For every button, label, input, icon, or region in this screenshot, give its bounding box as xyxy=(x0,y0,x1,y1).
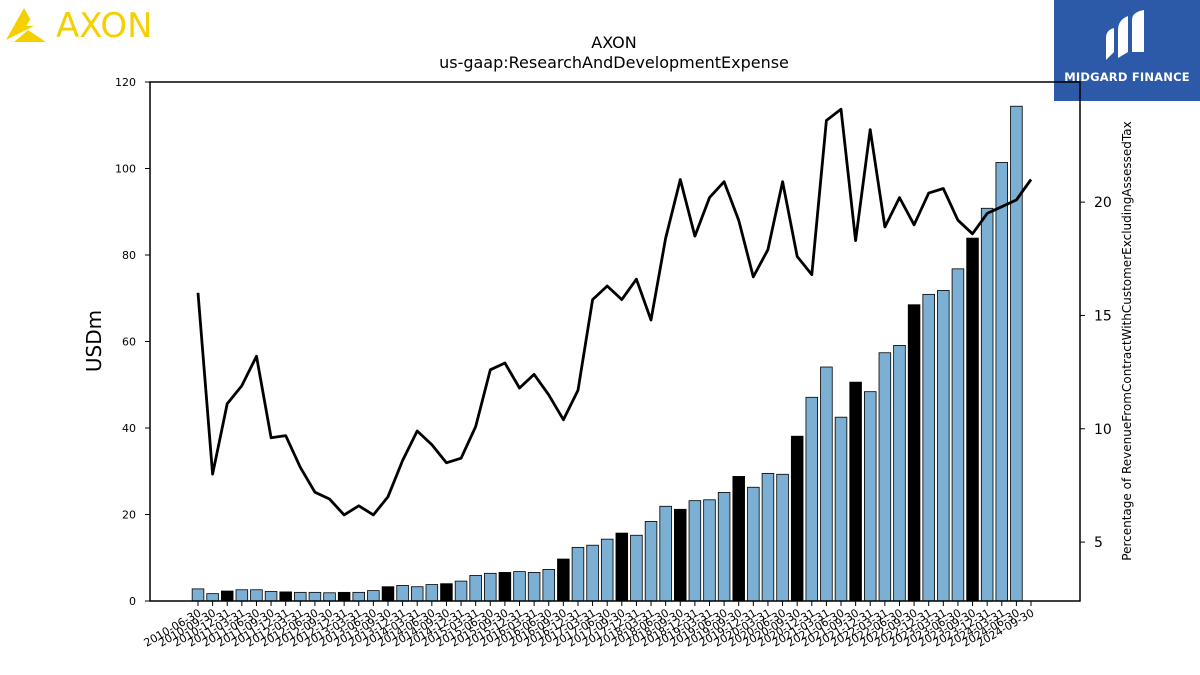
y-axis-label: USDm xyxy=(82,310,106,372)
bar xyxy=(659,505,672,602)
bar xyxy=(732,476,745,602)
bar xyxy=(600,538,614,602)
bar xyxy=(893,344,906,602)
bar xyxy=(586,544,599,602)
bar xyxy=(191,588,205,602)
y2-axis-label: Percentage of RevenueFromContractWithCus… xyxy=(1120,121,1134,560)
bar xyxy=(951,268,965,602)
bar xyxy=(542,569,555,602)
midgard-finance-logo: MIDGARD FINANCE xyxy=(1054,0,1200,101)
bar xyxy=(454,580,468,602)
bar xyxy=(644,521,658,602)
bar xyxy=(571,546,585,602)
x-axis: 2010-06-302010-09-302010-12-312011-03-31… xyxy=(142,601,1037,650)
bar xyxy=(674,508,687,602)
y-tick-label: 60 xyxy=(122,336,136,349)
bar xyxy=(937,290,950,602)
bar xyxy=(761,473,775,602)
y-axis-left: 0 20 40 60 80 100 120 xyxy=(115,76,150,608)
bar-series xyxy=(191,105,1023,602)
line-series xyxy=(196,107,1033,517)
axon-logo: AXON xyxy=(4,4,194,46)
y-tick-label: 100 xyxy=(115,163,136,176)
bar xyxy=(995,162,1009,602)
bar xyxy=(688,500,702,602)
bar xyxy=(440,583,453,602)
bar xyxy=(527,572,541,602)
bar xyxy=(966,237,979,602)
bar xyxy=(294,591,307,602)
bar xyxy=(849,381,862,602)
bar xyxy=(747,486,760,602)
y-tick-label: 0 xyxy=(129,595,136,608)
bar xyxy=(1010,105,1023,602)
bar xyxy=(703,499,716,602)
bar xyxy=(980,207,994,602)
bar xyxy=(410,586,424,602)
y-tick-label: 40 xyxy=(122,422,136,435)
y2-tick-label: 5 xyxy=(1094,535,1103,551)
bar xyxy=(557,558,570,602)
bar xyxy=(279,591,292,602)
y2-tick-label: 10 xyxy=(1094,422,1112,438)
bar xyxy=(352,591,366,602)
bar xyxy=(820,366,833,602)
bar xyxy=(308,591,322,602)
bar xyxy=(396,585,409,602)
bar xyxy=(513,571,526,602)
y-tick-label: 20 xyxy=(122,509,136,522)
midgard-logo-mark xyxy=(1106,10,1144,60)
bar xyxy=(776,473,789,602)
chart-subtitle: us-gaap:ResearchAndDevelopmentExpense xyxy=(439,53,789,72)
bar xyxy=(469,575,482,602)
bar xyxy=(922,293,935,602)
bar xyxy=(790,435,804,602)
bar xyxy=(717,492,731,602)
bar xyxy=(498,572,512,602)
bar xyxy=(235,589,249,602)
bar xyxy=(484,572,497,602)
bar xyxy=(337,591,351,602)
y2-tick-label: 15 xyxy=(1094,308,1112,324)
bar xyxy=(220,590,234,602)
bar xyxy=(630,534,643,602)
axon-logo-text: AXON xyxy=(56,6,153,46)
line xyxy=(196,107,1033,517)
bar xyxy=(381,586,395,602)
bar xyxy=(834,416,848,602)
bar xyxy=(264,591,278,602)
bar xyxy=(878,352,892,602)
y2-tick-label: 20 xyxy=(1094,195,1112,211)
y-axis-right: 5 10 15 20 xyxy=(1080,195,1112,551)
chart-title: AXON xyxy=(591,33,636,52)
bar xyxy=(206,593,219,602)
bar xyxy=(323,592,336,602)
bar xyxy=(805,396,819,602)
y-tick-label: 80 xyxy=(122,249,136,262)
bar xyxy=(425,584,439,602)
bar xyxy=(250,589,263,602)
bar xyxy=(907,304,921,602)
bar xyxy=(864,391,877,602)
axon-logo-mark: AXON xyxy=(6,6,153,46)
y-tick-label: 120 xyxy=(115,76,136,89)
bar xyxy=(615,532,629,602)
midgard-logo-text: MIDGARD FINANCE xyxy=(1064,70,1190,84)
bar xyxy=(367,590,380,602)
